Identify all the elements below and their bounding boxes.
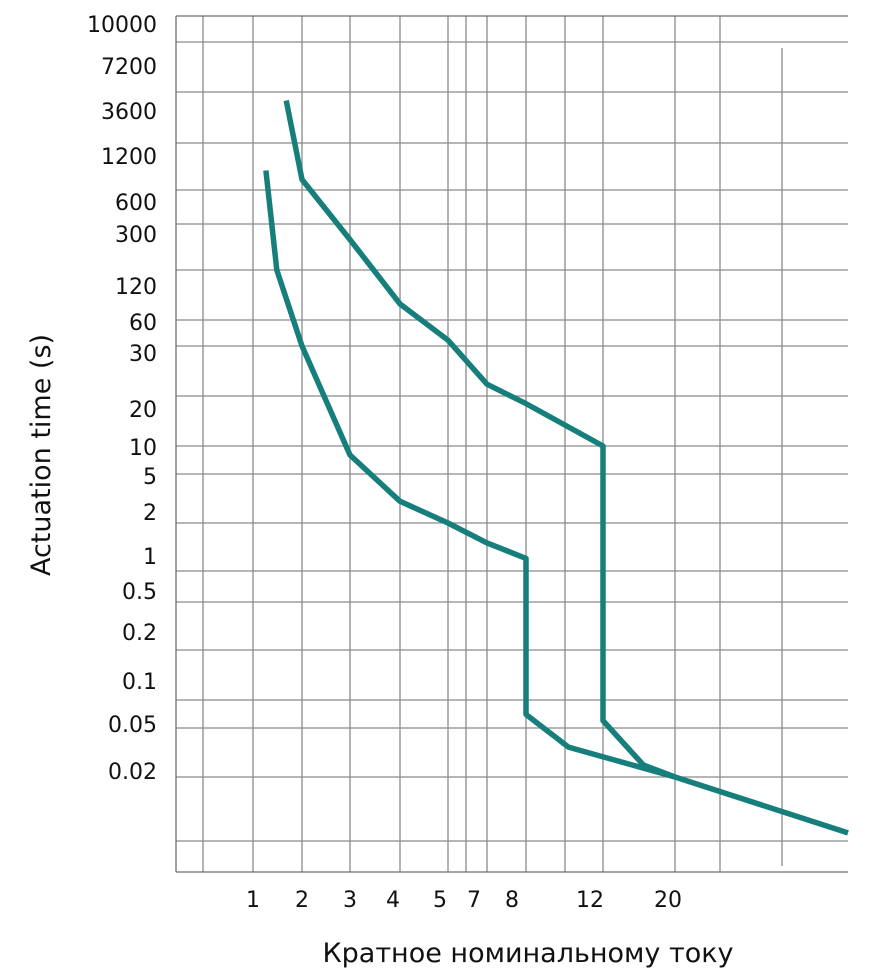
x-axis-tick-labels: 1 2 3 4 5 7 8 12 20 bbox=[246, 888, 682, 913]
y-tick-label: 1200 bbox=[101, 145, 157, 170]
y-tick-label: 3600 bbox=[101, 100, 157, 125]
y-axis-tick-labels: 10000 7200 3600 1200 600 300 120 60 30 20 10 5 2 1 0.5… bbox=[87, 13, 157, 785]
y-tick-label: 0.02 bbox=[108, 760, 157, 785]
y-tick-label: 10 bbox=[129, 436, 157, 461]
y-tick-label: 30 bbox=[129, 342, 157, 367]
y-tick-label: 5 bbox=[143, 465, 157, 490]
y-tick-label: 7200 bbox=[101, 55, 157, 80]
x-tick-label: 7 bbox=[467, 888, 481, 913]
y-tick-label: 0.2 bbox=[122, 621, 157, 646]
x-tick-label: 1 bbox=[246, 888, 260, 913]
curve-1 bbox=[263, 170, 849, 836]
y-tick-label: 120 bbox=[115, 275, 157, 300]
y-tick-label: 1 bbox=[143, 545, 157, 570]
x-tick-label: 4 bbox=[386, 888, 400, 913]
x-tick-label: 3 bbox=[343, 888, 357, 913]
x-tick-label: 5 bbox=[433, 888, 447, 913]
x-tick-label: 20 bbox=[654, 888, 682, 913]
x-tick-label: 2 bbox=[295, 888, 309, 913]
y-tick-label: 0.1 bbox=[122, 670, 157, 695]
y-axis-title: Actuation time (s) bbox=[26, 334, 57, 576]
y-tick-label: 10000 bbox=[87, 13, 157, 38]
curve-2 bbox=[283, 99, 676, 780]
curves bbox=[263, 99, 849, 836]
y-tick-label: 20 bbox=[129, 398, 157, 423]
y-tick-label: 2 bbox=[143, 501, 157, 526]
y-tick-label: 0.5 bbox=[122, 580, 157, 605]
y-tick-label: 300 bbox=[115, 223, 157, 248]
x-tick-label: 8 bbox=[505, 888, 519, 913]
x-axis-title: Кратное номинальному току bbox=[322, 938, 733, 969]
y-tick-label: 0.05 bbox=[108, 713, 157, 738]
x-tick-label: 12 bbox=[576, 888, 604, 913]
y-tick-label: 60 bbox=[129, 311, 157, 336]
y-tick-label: 600 bbox=[115, 191, 157, 216]
grid bbox=[175, 15, 848, 873]
